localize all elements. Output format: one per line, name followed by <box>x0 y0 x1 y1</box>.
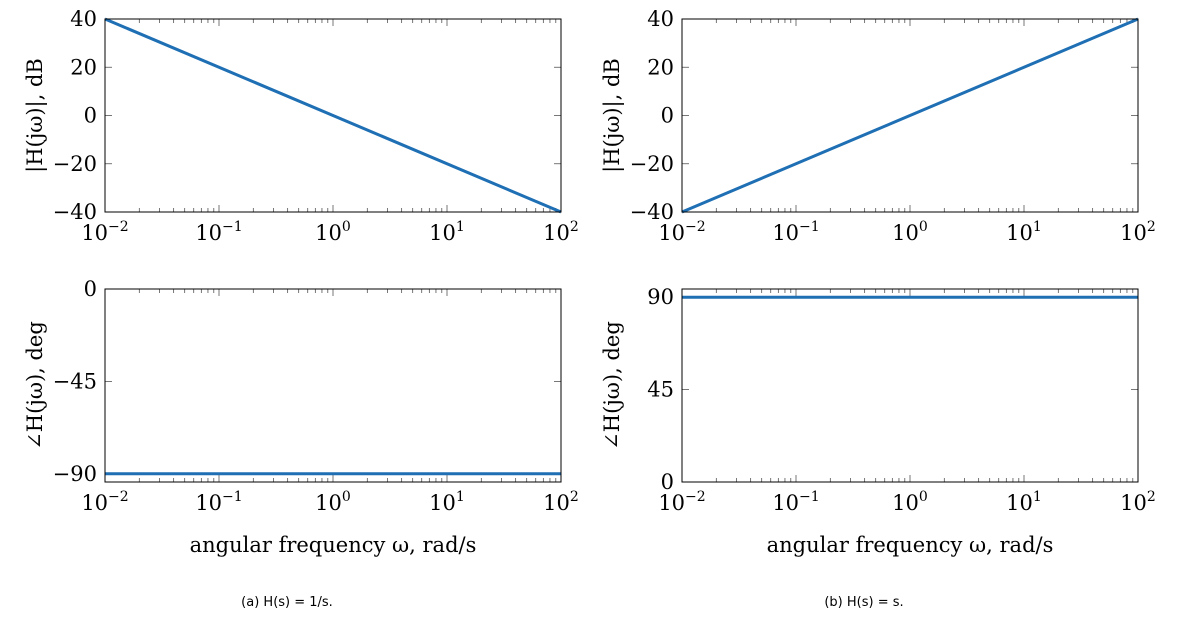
y-tick-label: −20 <box>53 152 97 176</box>
panel-phase-left: 10−2 10−1 100 101 102 −90 −45 0 ∠H(jω), deg angul… <box>23 277 579 557</box>
x-tick-label: 100 <box>892 489 928 515</box>
y-tick-label: 0 <box>661 470 674 494</box>
caption-left: (a) H(s) = 1/s. <box>241 595 333 610</box>
y-tick-label: 20 <box>647 55 674 79</box>
panel-magnitude-right: 10−2 10−1 100 101 102 −40 −20 0 20 40 |H(jω)|, dB <box>600 7 1156 245</box>
x-tick-label: 10−2 <box>658 489 705 515</box>
y-tick-label: 90 <box>647 285 674 309</box>
x-tick-label: 100 <box>315 489 351 515</box>
x-tick-label: 101 <box>429 219 465 245</box>
y-tick-label: 40 <box>70 7 97 31</box>
y-tick-label: −40 <box>630 200 674 224</box>
x-tick-label: 102 <box>543 489 579 515</box>
y-tick-label: 20 <box>70 55 97 79</box>
x-axis-label: angular frequency ω, rad/s <box>190 533 477 557</box>
y-tick-label: −90 <box>53 462 97 486</box>
x-tick-label: 102 <box>543 219 579 245</box>
y-tick-label: −20 <box>630 152 674 176</box>
x-tick-label: 101 <box>1006 219 1042 245</box>
x-tick-label: 10−1 <box>195 219 242 245</box>
x-axis-label: angular frequency ω, rad/s <box>767 533 1054 557</box>
y-tick-label: 45 <box>647 378 674 402</box>
caption-right: (b) H(s) = s. <box>824 595 903 610</box>
series-line <box>104 17 562 214</box>
series-line <box>681 17 1139 214</box>
x-tick-label: 101 <box>429 489 465 515</box>
x-tick-label: 102 <box>1120 219 1156 245</box>
y-tick-label: −45 <box>53 369 97 393</box>
plot-frame <box>681 288 1139 483</box>
x-tick-label: 10−2 <box>658 219 705 245</box>
y-tick-label: 0 <box>84 277 97 301</box>
x-tick-label: 10−1 <box>772 489 819 515</box>
x-tick-label: 100 <box>892 219 928 245</box>
y-axis-label: |H(jω)|, dB <box>23 58 48 173</box>
y-tick-label: −40 <box>53 200 97 224</box>
x-tick-label: 102 <box>1120 489 1156 515</box>
x-tick-label: 10−2 <box>81 489 128 515</box>
y-tick-label: 0 <box>661 104 674 128</box>
x-tick-label: 10−1 <box>195 489 242 515</box>
plot-frame <box>104 288 562 483</box>
plot-frame <box>681 18 1139 213</box>
panel-phase-right: 10−2 10−1 100 101 102 0 45 90 ∠H(jω), deg angular… <box>600 285 1156 557</box>
x-tick-label: 101 <box>1006 489 1042 515</box>
y-axis-label: ∠H(jω), deg <box>23 321 47 450</box>
y-axis-label: ∠H(jω), deg <box>600 321 624 450</box>
x-tick-label: 10−1 <box>772 219 819 245</box>
plot-frame <box>104 18 562 213</box>
panel-magnitude-left: 10−2 10−1 100 101 102 −40 −20 0 20 40 |H(jω)|, dB <box>23 7 579 245</box>
y-tick-label: 0 <box>84 104 97 128</box>
y-tick-label: 40 <box>647 7 674 31</box>
y-axis-label: |H(jω)|, dB <box>600 58 625 173</box>
x-tick-label: 10−2 <box>81 219 128 245</box>
x-tick-label: 100 <box>315 219 351 245</box>
